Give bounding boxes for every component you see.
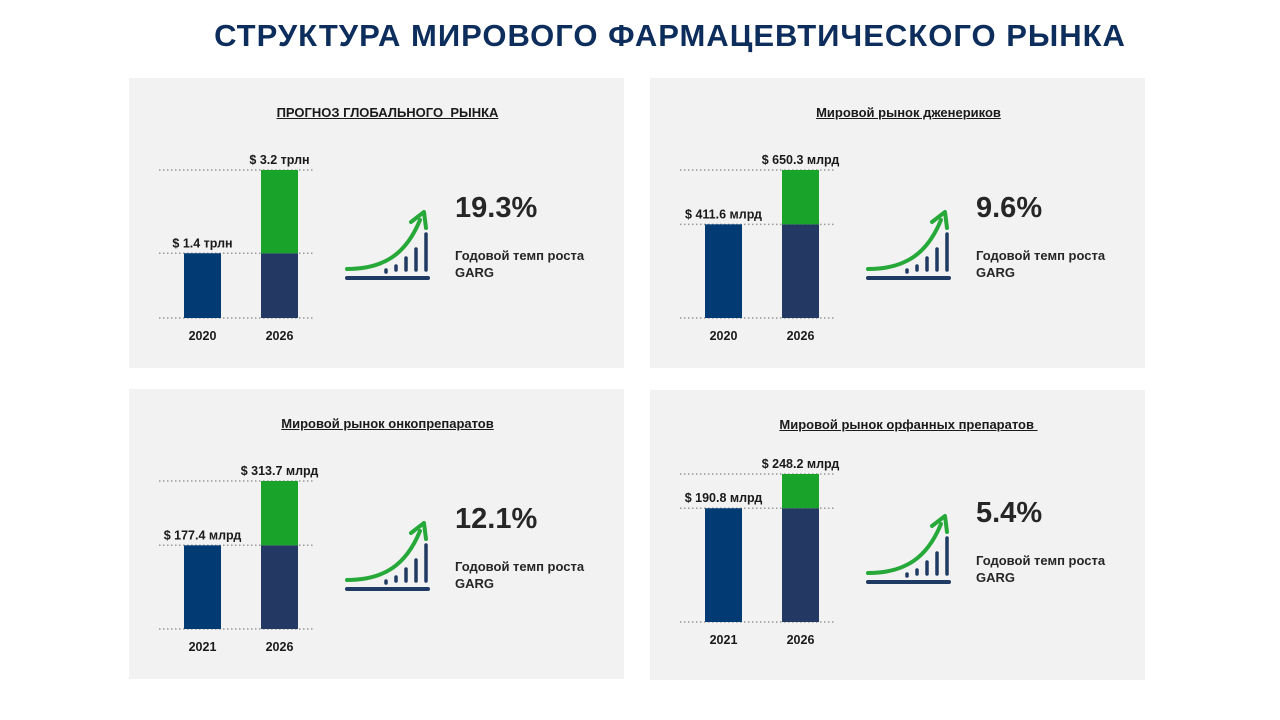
bar-chart: $ 177.4 млрд $ 313.7 млрд 2021 2026 (159, 464, 319, 654)
bar-2026-base (261, 253, 298, 318)
growth-chart-icon (866, 210, 951, 280)
growth-label: Годовой темп роста GARG (976, 552, 1105, 586)
bar-2021 (705, 508, 742, 622)
icon-trend-line (866, 522, 943, 575)
growth-label-sub: GARG (976, 265, 1015, 280)
growth-label-sub: GARG (976, 570, 1015, 585)
growth-label: Годовой темп роста GARG (976, 247, 1105, 281)
icon-arrow-head (930, 514, 949, 534)
panel-title: Мировой рынок онкопрепаратов (281, 416, 494, 431)
icon-trend-line (345, 529, 422, 582)
growth-label-sub: GARG (455, 576, 494, 591)
growth-chart-icon (345, 210, 430, 280)
bar-2026-growth (782, 474, 819, 509)
panel-orphan-market: Мировой рынок орфанных препаратов $ 190.… (650, 390, 1145, 680)
panel-global-market: ПРОГНОЗ ГЛОБАЛЬНОГО РЫНКА $ 1.4 трлн $ 3.… (129, 78, 624, 368)
panel-title: ПРОГНОЗ ГЛОБАЛЬНОГО РЫНКА (276, 105, 499, 120)
x-tick-label: 2026 (787, 329, 815, 343)
growth-chart-icon (866, 514, 951, 584)
growth-value: 5.4% (976, 497, 1043, 529)
bar-chart: $ 190.8 млрд $ 248.2 млрд 2021 2026 (680, 457, 840, 647)
icon-arrow-head (930, 210, 949, 230)
growth-label-text: Годовой темп роста (455, 559, 585, 574)
page-title: СТРУКТУРА МИРОВОГО ФАРМАЦЕВТИЧЕСКОГО РЫН… (214, 18, 1126, 53)
data-label: $ 3.2 трлн (249, 153, 309, 167)
growth-chart-icon (345, 521, 430, 591)
panel-title: Мировой рынок дженериков (816, 105, 1001, 120)
x-tick-label: 2020 (710, 329, 738, 343)
icon-arrow-head (409, 210, 428, 230)
panel-title: Мировой рынок орфанных препаратов (779, 417, 1038, 432)
growth-label: Годовой темп роста GARG (455, 247, 584, 281)
icon-arrow-head (409, 521, 428, 541)
icon-trend-line (345, 218, 422, 271)
data-label: $ 190.8 млрд (685, 491, 763, 505)
bar-2026-base (782, 508, 819, 622)
x-tick-label: 2020 (189, 329, 217, 343)
bar-2026-base (261, 545, 298, 629)
bar-2026-growth (782, 170, 819, 225)
x-tick-label: 2026 (787, 633, 815, 647)
bar-2020 (705, 224, 742, 318)
growth-label: Годовой темп роста GARG (455, 558, 584, 592)
bar-2021 (184, 545, 221, 629)
data-label: $ 177.4 млрд (164, 528, 242, 542)
bar-chart: $ 1.4 трлн $ 3.2 трлн 2020 2026 (159, 153, 314, 343)
bar-2026-growth (261, 481, 298, 546)
bar-2020 (184, 253, 221, 318)
growth-label-text: Годовой темп роста (976, 248, 1106, 263)
bar-2026-growth (261, 170, 298, 254)
x-tick-label: 2026 (266, 640, 294, 654)
data-label: $ 411.6 млрд (685, 207, 762, 221)
growth-value: 9.6% (976, 192, 1043, 224)
x-tick-label: 2026 (266, 329, 294, 343)
data-label: $ 650.3 млрд (762, 153, 840, 167)
growth-label-sub: GARG (455, 265, 494, 280)
growth-label-text: Годовой темп роста (976, 553, 1106, 568)
bar-chart: $ 411.6 млрд $ 650.3 млрд 2020 2026 (680, 153, 840, 343)
data-label: $ 1.4 трлн (172, 236, 232, 250)
data-label: $ 313.7 млрд (241, 464, 319, 478)
data-label: $ 248.2 млрд (762, 457, 840, 471)
growth-value: 12.1% (455, 503, 538, 535)
growth-label-text: Годовой темп роста (455, 248, 585, 263)
panel-oncology-market: Мировой рынок онкопрепаратов $ 177.4 млр… (129, 389, 624, 679)
x-tick-label: 2021 (710, 633, 738, 647)
growth-value: 19.3% (455, 192, 538, 224)
panel-generics-market: Мировой рынок дженериков $ 411.6 млрд $ 6… (650, 78, 1145, 368)
bar-2026-base (782, 224, 819, 318)
icon-trend-line (866, 218, 943, 271)
x-tick-label: 2021 (189, 640, 217, 654)
